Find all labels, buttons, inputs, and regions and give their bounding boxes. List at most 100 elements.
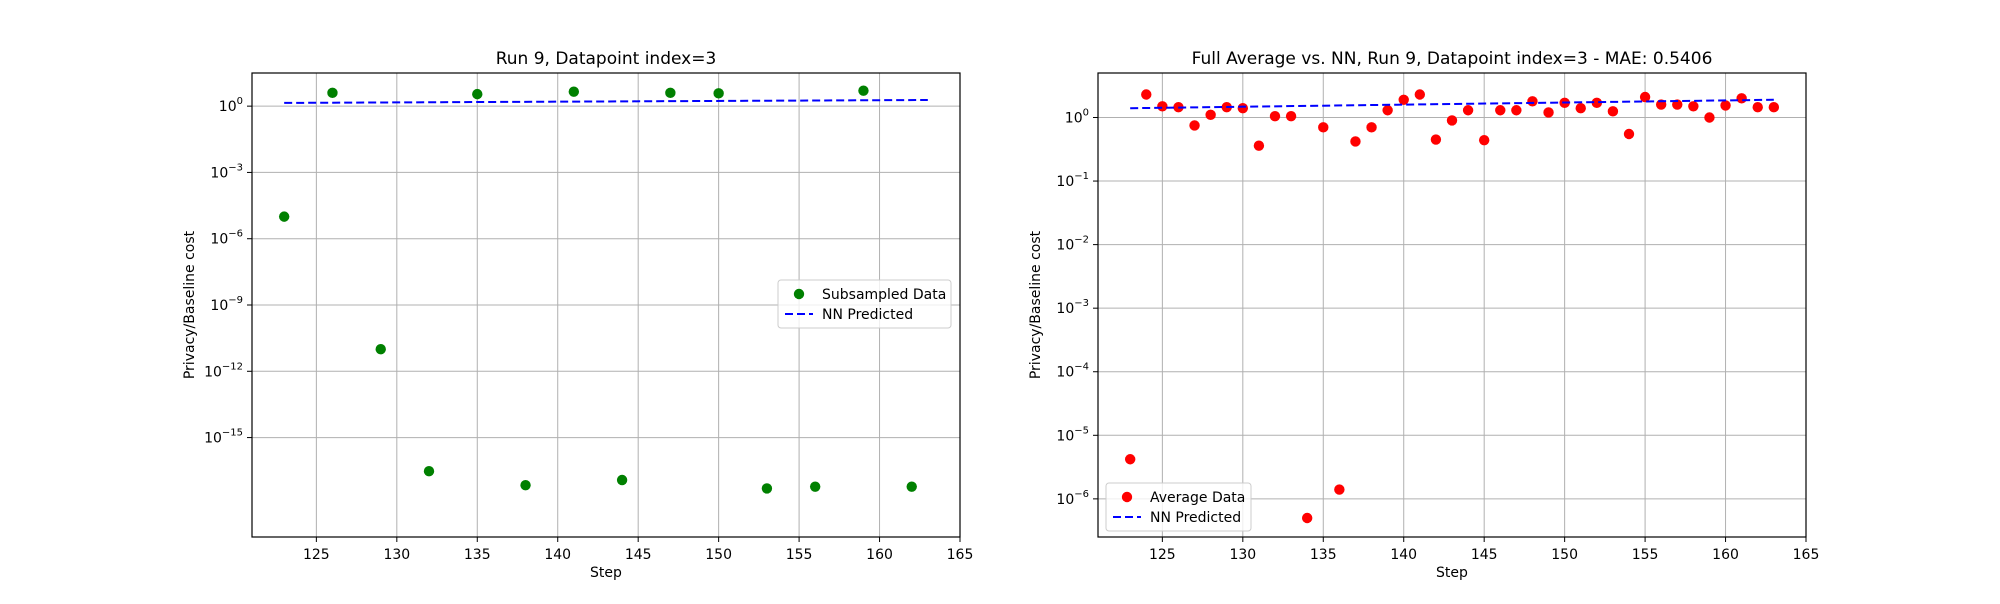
data-point — [1430, 134, 1442, 145]
data-point — [858, 85, 869, 96]
legend-point-marker — [793, 288, 805, 300]
data-point — [1591, 97, 1603, 109]
data-point — [1478, 134, 1490, 146]
data-point — [1495, 105, 1506, 116]
y-tick-exponent: 0 — [237, 96, 243, 107]
data-point — [1350, 136, 1361, 147]
data-point — [1768, 102, 1780, 113]
data-point — [1398, 94, 1409, 105]
y-tick-exponent: −9 — [228, 295, 243, 306]
y-tick-exponent: −4 — [1074, 362, 1089, 373]
data-point — [1382, 105, 1393, 116]
y-tick-label: 10−3 — [210, 162, 243, 181]
y-tick-label: 10−1 — [1056, 171, 1089, 190]
y-tick-label: 10−15 — [204, 428, 243, 447]
y-tick-exponent: −3 — [1074, 298, 1089, 309]
data-point — [616, 474, 628, 486]
x-tick-label: 160 — [866, 547, 893, 563]
data-point — [1205, 109, 1216, 121]
y-tick-base: 10 — [1056, 492, 1074, 508]
data-point — [472, 88, 483, 100]
y-tick-base: 10 — [210, 165, 228, 181]
y-tick-label: 10−9 — [210, 295, 243, 314]
scatter-series — [1124, 89, 1780, 524]
x-tick-label: 150 — [1551, 547, 1578, 563]
y-tick-label: 100 — [1065, 107, 1089, 126]
data-point — [1527, 96, 1538, 107]
data-point — [1720, 100, 1731, 111]
data-point — [1318, 122, 1329, 133]
data-point — [906, 481, 917, 492]
y-tick-label: 10−12 — [204, 361, 243, 380]
x-tick-label: 145 — [1471, 547, 1498, 563]
x-tick-label: 130 — [383, 547, 410, 563]
chart-left: 125 130 135 140 145 150 155 160 16510010−310−610… — [182, 49, 973, 581]
data-point — [665, 87, 676, 99]
y-tick-exponent: −5 — [1074, 425, 1089, 436]
data-point — [327, 87, 338, 99]
x-tick-label: 125 — [303, 547, 330, 563]
legend-point-marker — [1121, 491, 1133, 503]
legend-entry: NN Predicted — [822, 307, 913, 323]
y-tick-label: 10−3 — [1056, 298, 1089, 317]
x-tick-label: 150 — [705, 547, 732, 563]
data-point — [1124, 454, 1136, 465]
y-tick-base: 10 — [1056, 301, 1074, 317]
y-tick-base: 10 — [204, 364, 222, 380]
data-point — [568, 86, 580, 97]
legend-box — [1105, 482, 1252, 532]
y-tick-base: 10 — [210, 298, 228, 314]
data-point — [1366, 122, 1377, 133]
chart-right: 125 130 135 140 145 150 155 160 16510010−110−210… — [1028, 49, 1819, 581]
data-point — [278, 211, 290, 222]
plot-frame — [1097, 72, 1807, 538]
data-point — [1253, 140, 1265, 151]
data-point — [375, 343, 386, 355]
legend: Average Data NN Predicted — [1105, 482, 1252, 532]
y-tick-label: 10−6 — [1056, 489, 1089, 508]
y-axis-label: Privacy/Baseline cost — [1028, 230, 1044, 379]
y-tick-base: 10 — [204, 431, 222, 447]
x-tick-label: 155 — [1632, 547, 1659, 563]
x-tick-label: 165 — [947, 547, 974, 563]
x-tick-label: 130 — [1229, 547, 1256, 563]
legend-entry: NN Predicted — [1150, 510, 1241, 526]
data-point — [713, 88, 724, 99]
data-point — [1575, 103, 1586, 114]
legend-box — [777, 279, 952, 329]
x-axis-label: Step — [590, 565, 622, 581]
y-tick-exponent: −1 — [1074, 171, 1089, 182]
x-tick-label: 160 — [1712, 547, 1739, 563]
x-tick-label: 125 — [1149, 547, 1176, 563]
y-tick-base: 10 — [1056, 238, 1074, 254]
chart-title: Run 9, Datapoint index=3 — [496, 49, 717, 69]
data-point — [1285, 110, 1297, 122]
scatter-series — [278, 85, 917, 494]
data-point — [1189, 120, 1200, 131]
data-point — [1543, 107, 1554, 118]
y-tick-base: 10 — [1065, 110, 1083, 126]
data-point — [423, 466, 435, 477]
legend-entry: Average Data — [1150, 490, 1245, 506]
data-point — [1688, 101, 1699, 112]
y-tick-exponent: −6 — [228, 229, 243, 240]
y-tick-base: 10 — [1056, 428, 1074, 444]
y-tick-exponent: −12 — [222, 361, 243, 372]
x-tick-label: 140 — [544, 547, 571, 563]
x-axis-label: Step — [1436, 565, 1468, 581]
y-tick-exponent: −15 — [222, 428, 243, 439]
data-point — [1334, 484, 1345, 495]
data-point — [761, 483, 773, 494]
data-point — [1704, 112, 1715, 123]
y-tick-exponent: 0 — [1083, 107, 1089, 118]
y-tick-label: 10−4 — [1056, 362, 1089, 381]
legend: Subsampled Data NN Predicted — [777, 279, 952, 329]
data-point — [1736, 93, 1747, 104]
data-point — [1607, 106, 1619, 117]
y-tick-base: 10 — [1056, 365, 1074, 381]
x-tick-label: 135 — [1310, 547, 1337, 563]
data-point — [520, 479, 531, 491]
data-point — [1301, 512, 1313, 524]
